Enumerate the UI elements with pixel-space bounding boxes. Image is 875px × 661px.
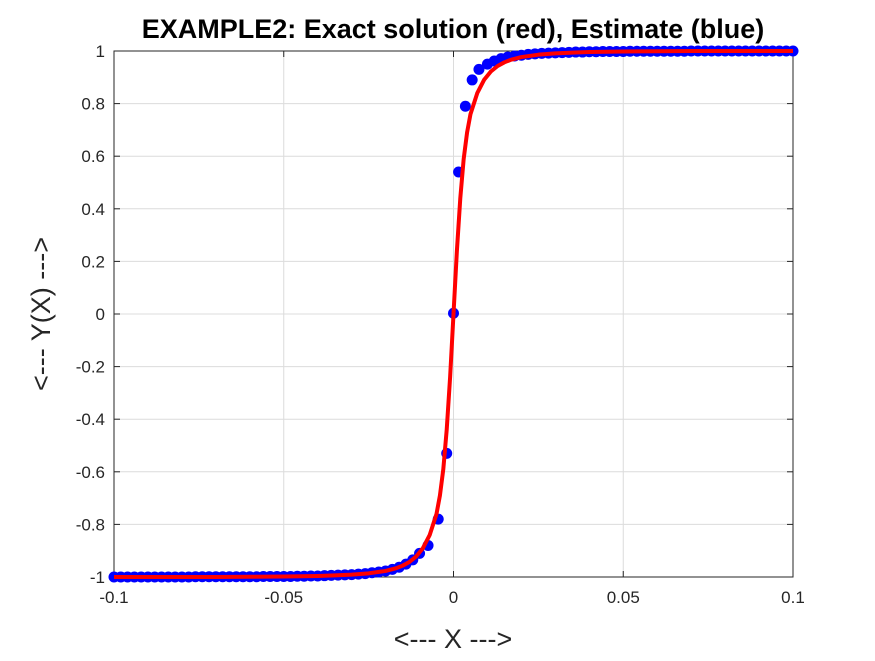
y-tick-label: 0.8 [81,95,105,114]
y-tick-label: -0.6 [76,463,105,482]
y-axis-label: <--- Y(X) ---> [26,237,56,391]
y-tick-label: 1 [96,42,105,61]
series-layer [108,45,799,583]
estimate-point [466,74,478,86]
chart-title: EXAMPLE2: Exact solution (red), Estimate… [142,14,765,44]
estimate-point [473,63,485,75]
x-tick-label: 0.1 [781,588,805,607]
y-tick-label: 0 [96,305,105,324]
x-tick-label: -0.05 [264,588,303,607]
exact-solution-line [114,49,793,579]
y-tick-label: -0.4 [76,410,105,429]
y-tick-label: -0.2 [76,358,105,377]
y-tick-label: -1 [90,568,105,587]
x-tick-label: -0.1 [99,588,128,607]
tick-layer: -0.1 -0.05 0 0.05 0.1 -1 -0.8 -0.6 -0.4 -0.2 0 0.2 0… [76,42,805,607]
y-tick-label: 0.4 [81,200,105,219]
x-axis-label: <--- X ---> [394,624,513,654]
x-tick-label: 0 [449,588,458,607]
y-tick-label: 0.2 [81,252,105,271]
estimate-point [459,100,471,112]
y-tick-label: -0.8 [76,515,105,534]
y-tick-label: 0.6 [81,147,105,166]
x-tick-label: 0.05 [607,588,640,607]
